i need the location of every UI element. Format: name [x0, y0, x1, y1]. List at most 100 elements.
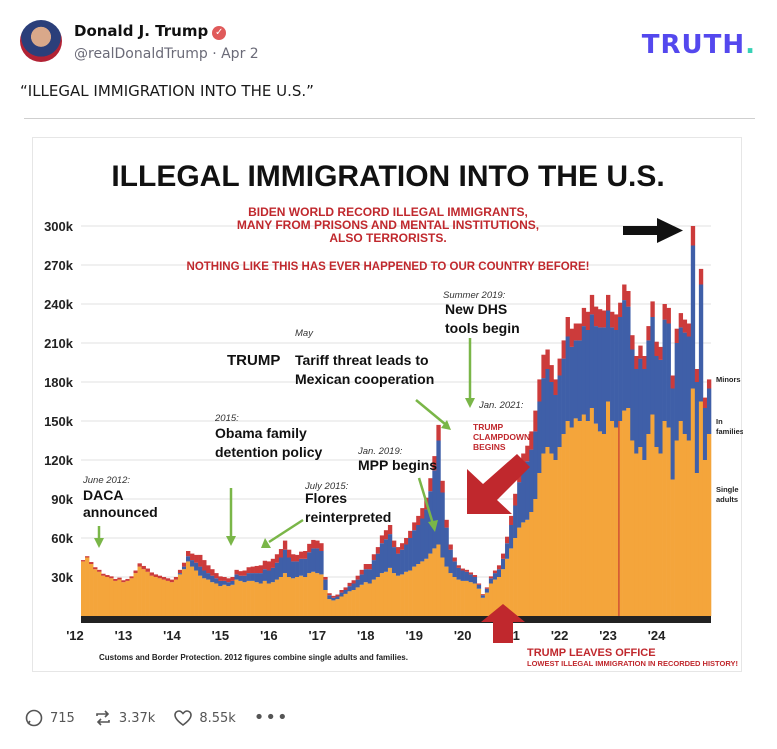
- bar-segment-in-families: [258, 573, 264, 584]
- bar-segment-single-adults: [113, 580, 118, 616]
- bar-segment-in-families: [286, 557, 292, 577]
- bar-segment-single-adults: [666, 427, 671, 616]
- bar-segment-single-adults: [662, 421, 667, 616]
- reply-button[interactable]: 715: [24, 708, 75, 728]
- bar-segment-in-families: [456, 567, 461, 580]
- bar-segment-single-adults: [335, 599, 340, 616]
- retruth-button[interactable]: 3.37k: [93, 708, 155, 728]
- bar-segment-in-families: [553, 395, 558, 460]
- bar-segment-minors: [315, 540, 320, 549]
- bar-segment-minors: [513, 493, 518, 506]
- bar-segment-single-adults: [85, 557, 90, 616]
- bar-segment-single-adults: [638, 447, 643, 616]
- bar-segment-in-families: [194, 562, 199, 571]
- bar-segment-in-families: [408, 538, 413, 571]
- bar-segment-minors: [299, 551, 304, 559]
- bar-segment-minors: [387, 525, 393, 535]
- bar-segment-in-families: [593, 326, 599, 424]
- like-button[interactable]: 8.55k: [173, 708, 236, 728]
- bar-segment-in-families: [186, 556, 191, 562]
- bar-segment-minors: [626, 291, 631, 307]
- bar-segment-single-adults: [400, 574, 405, 616]
- bar-segment-single-adults: [311, 571, 316, 616]
- bar-segment-in-families: [262, 569, 268, 581]
- green-arrow-tariff: [415, 399, 446, 425]
- legend-minors: Minors: [716, 375, 741, 384]
- avatar[interactable]: [20, 20, 62, 62]
- chart-title: ILLEGAL IMMIGRATION INTO THE U.S.: [111, 160, 664, 193]
- bar-segment-single-adults: [622, 410, 627, 616]
- bar-segment-in-families: [529, 449, 534, 512]
- x-tick-label: '24: [648, 628, 666, 643]
- bar-segment-in-families: [234, 574, 239, 580]
- bar-segment-minors: [153, 574, 159, 577]
- bar-segment-in-families: [521, 470, 526, 523]
- bar-segment-minors: [383, 530, 389, 540]
- bar-segment-single-adults: [517, 527, 522, 616]
- bar-segment-minors: [396, 547, 401, 554]
- bar-segment-single-adults: [509, 548, 514, 616]
- author-name-text[interactable]: Donald J. Trump: [74, 22, 209, 40]
- bar-segment-in-families: [678, 327, 684, 421]
- bar-segment-single-adults: [181, 569, 187, 616]
- bar-segment-in-families: [505, 543, 510, 559]
- bar-segment-in-families: [545, 369, 550, 447]
- bar-segment-in-families: [202, 570, 207, 579]
- bar-segment-single-adults: [343, 593, 348, 616]
- obama-date: 2015:: [214, 413, 239, 424]
- y-tick-label: 90k: [51, 492, 73, 507]
- bar-segment-in-families: [468, 574, 474, 583]
- green-arrow-flores: [268, 518, 304, 544]
- bar-segment-minors: [262, 560, 268, 570]
- bar-segment-in-families: [311, 548, 316, 572]
- bar-segment-single-adults: [363, 582, 369, 616]
- bar-segment-minors: [492, 570, 498, 574]
- bar-segment-minors: [157, 575, 163, 579]
- bar-segment-single-adults: [190, 566, 195, 616]
- month-strip: [81, 616, 711, 623]
- bar-segment-in-families: [557, 375, 562, 447]
- bar-segment-minors: [85, 556, 90, 558]
- bar-segment-single-adults: [597, 431, 603, 616]
- bar-segment-single-adults: [355, 587, 360, 616]
- bar-segment-single-adults: [476, 588, 482, 616]
- bar-segment-single-adults: [266, 583, 272, 616]
- bar-segment-in-families: [488, 578, 494, 584]
- black-arrow-icon: [623, 218, 683, 243]
- bar-segment-in-families: [383, 539, 389, 572]
- bar-segment-in-families: [181, 566, 187, 570]
- bar-segment-single-adults: [210, 582, 215, 616]
- bar-segment-single-adults: [93, 569, 98, 616]
- bar-segment-single-adults: [371, 579, 377, 616]
- bar-segment-in-families: [295, 561, 300, 577]
- bar-segment-single-adults: [173, 579, 179, 616]
- post-media[interactable]: 30k 60k 90k 120k 150k 180k 210k 240k 270k 300k '1…: [24, 118, 755, 678]
- author-name[interactable]: Donald J. Trump ✓: [74, 22, 227, 40]
- bar-segment-in-families: [614, 330, 619, 428]
- bar-segment-minors: [121, 580, 126, 583]
- bar-segment-single-adults: [97, 571, 102, 616]
- bar-segment-in-families: [222, 580, 227, 585]
- bar-segment-minors: [190, 553, 195, 561]
- bar-segment-in-families: [396, 553, 401, 576]
- bar-segment-single-adults: [238, 580, 243, 616]
- bar-segment-single-adults: [214, 583, 219, 616]
- more-options-button[interactable]: •••: [254, 709, 289, 727]
- chart-legend: Minors In families Single adults: [716, 375, 744, 504]
- annotations: June 2012: DACA announced 2015: Obama fa…: [82, 290, 524, 525]
- bar-segment-minors: [149, 572, 154, 576]
- bar-segment-single-adults: [464, 580, 469, 616]
- bar-segment-single-adults: [383, 571, 389, 616]
- bar-segment-minors: [545, 349, 550, 369]
- bar-segment-minors: [258, 565, 264, 574]
- bar-segment-single-adults: [706, 434, 712, 616]
- bar-segment-in-families: [589, 314, 595, 408]
- truth-logo[interactable]: TRUTH.: [641, 30, 756, 60]
- handle-and-date[interactable]: @realDonaldTrump · Apr 2: [74, 46, 259, 62]
- bar-segment-single-adults: [165, 580, 171, 616]
- bar-segment-minors: [464, 569, 469, 572]
- bar-segment-single-adults: [420, 561, 425, 616]
- bar-segment-minors: [202, 560, 207, 571]
- bar-segment-in-families: [634, 369, 639, 454]
- bar-segment-minors: [581, 307, 587, 327]
